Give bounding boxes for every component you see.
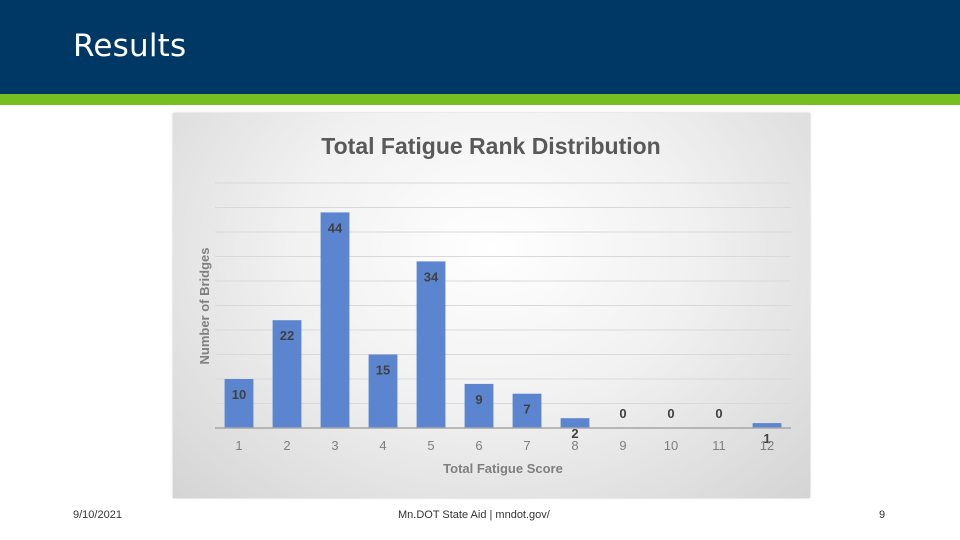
footer-source: Mn.DOT State Aid | mndot.gov/ [398,509,550,521]
data-label-12: 1 [763,431,770,446]
data-label-9: 0 [619,406,626,421]
bar-score-4 [368,354,398,428]
bar-score-1 [224,379,254,428]
y-axis-title: Number of Bridges [197,247,212,364]
data-label-3: 44 [328,220,343,235]
bar-score-3 [320,212,350,428]
bar-score-6 [464,383,494,428]
bar-score-7 [512,393,542,428]
chart-title: Total Fatigue Rank Distribution [321,133,660,159]
header-band [0,0,960,94]
data-label-4: 15 [376,363,390,378]
x-tick-3: 3 [331,438,338,453]
x-tick-9: 9 [619,438,626,453]
x-axis-ticks: 1 2 3 4 5 6 7 8 9 10 11 12 [235,438,774,453]
bar-score-5 [416,261,446,428]
x-tick-6: 6 [475,438,482,453]
x-tick-4: 4 [379,438,386,453]
x-tick-8: 8 [571,438,578,453]
x-tick-1: 1 [235,438,242,453]
x-tick-2: 2 [283,438,290,453]
x-axis-title: Total Fatigue Score [443,461,563,476]
x-tick-5: 5 [427,438,434,453]
chart-data-labels: 10 22 44 15 34 9 7 2 0 0 0 1 [232,220,771,446]
data-label-5: 34 [424,269,439,284]
data-label-2: 22 [280,328,294,343]
data-label-7: 7 [523,402,530,417]
bar-score-2 [272,320,302,428]
data-label-1: 10 [232,387,246,402]
data-label-10: 0 [667,406,674,421]
footer-date: 9/10/2021 [73,509,122,521]
slide-title: Results [73,28,187,64]
x-tick-7: 7 [523,438,530,453]
bar-score-8 [560,418,590,428]
data-label-11: 0 [715,406,722,421]
x-tick-12: 12 [760,438,774,453]
chart-gridlines [215,182,791,404]
data-label-8: 2 [571,426,578,441]
x-tick-11: 11 [712,438,726,453]
page-number: 9 [879,509,886,521]
x-tick-10: 10 [664,438,678,453]
chart-panel: 10 22 44 15 34 9 7 2 0 0 0 1 1 2 3 4 5 6 7 8 9 10 11 12 Total … [173,113,810,498]
accent-bar [0,94,960,105]
chart-bars [224,212,782,428]
bar-score-12 [752,423,782,428]
data-label-6: 9 [475,392,482,407]
